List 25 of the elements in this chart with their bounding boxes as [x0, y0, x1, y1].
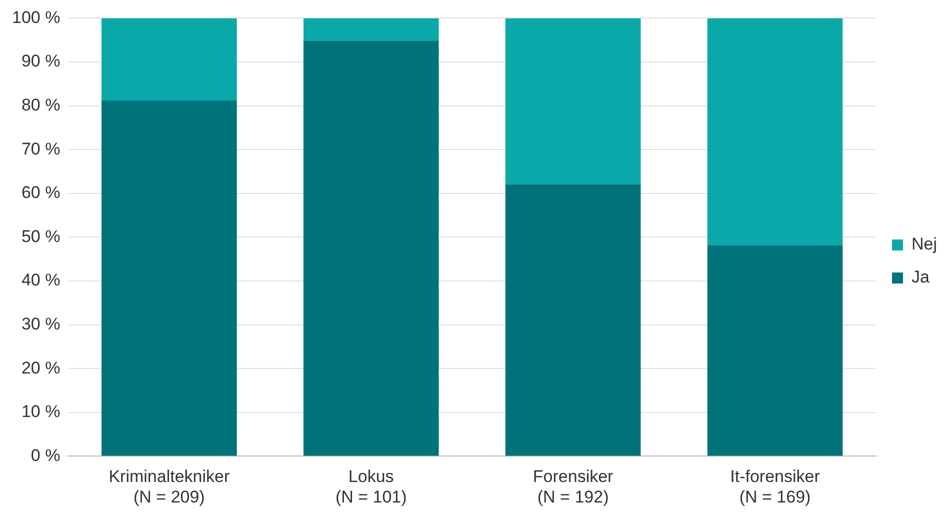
x-tick-label: Forensiker (N = 192) — [532, 467, 614, 506]
y-tick-label: 20 % — [21, 358, 60, 378]
y-tick-label: 50 % — [21, 226, 60, 246]
y-tick-label: 70 % — [21, 139, 60, 158]
x-tick-label: Kriminaltekniker (N = 209) — [108, 467, 230, 506]
bar — [505, 184, 641, 456]
y-tick-label: 30 % — [21, 314, 60, 334]
bar — [707, 18, 843, 246]
legend-label: Nej — [911, 234, 938, 254]
bar — [505, 18, 641, 184]
x-tick-label: It-forensiker (N = 169) — [730, 467, 820, 506]
bar — [303, 40, 439, 456]
y-tick-label: 0 % — [30, 446, 60, 465]
bar — [102, 18, 237, 101]
legend-label: Ja — [911, 268, 930, 287]
y-tick-label: 10 % — [21, 402, 60, 422]
y-tick-label: 80 % — [21, 95, 60, 114]
x-tick-label: Lokus (N = 101) — [335, 467, 407, 506]
bar — [303, 18, 439, 41]
y-tick-label: 60 % — [21, 183, 60, 202]
y-tick-label: 40 % — [21, 270, 60, 290]
bar — [707, 245, 843, 456]
bar — [102, 100, 237, 456]
y-tick-label: 90 % — [21, 52, 60, 71]
y-tick-label: 100 % — [12, 8, 60, 27]
